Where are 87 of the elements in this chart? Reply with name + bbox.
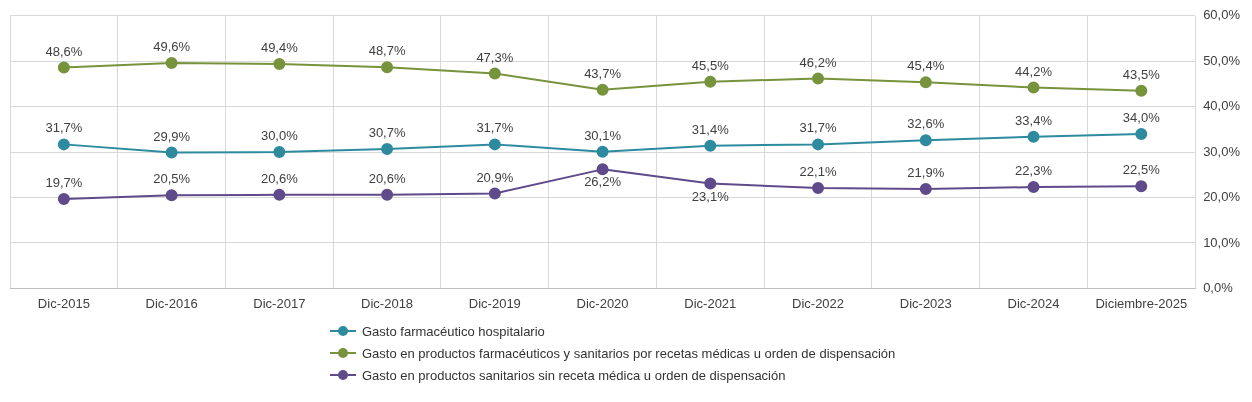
data-label: 49,4% bbox=[260, 40, 299, 56]
x-tick-label: Dic-2016 bbox=[145, 295, 198, 311]
point bbox=[488, 187, 501, 200]
data-label: 20,5% bbox=[153, 171, 191, 187]
data-label: 45,4% bbox=[907, 58, 945, 74]
data-label: 20,6% bbox=[260, 170, 299, 186]
point bbox=[1027, 181, 1040, 194]
data-label: 22,5% bbox=[1122, 162, 1161, 178]
x-tick-label: Dic-2023 bbox=[899, 295, 952, 311]
point bbox=[488, 67, 501, 80]
y-tick-label: 0,0% bbox=[1203, 279, 1234, 295]
data-label: 48,6% bbox=[45, 43, 83, 59]
point bbox=[812, 72, 825, 85]
data-label: 22,3% bbox=[1015, 163, 1053, 179]
point bbox=[596, 145, 609, 158]
point bbox=[919, 76, 932, 89]
point bbox=[273, 146, 286, 159]
point bbox=[165, 189, 178, 202]
point bbox=[165, 57, 178, 70]
y-tick-label: 60,0% bbox=[1203, 7, 1241, 23]
point bbox=[919, 134, 932, 147]
point bbox=[57, 61, 70, 74]
point bbox=[273, 188, 286, 201]
y-tick-label: 20,0% bbox=[1203, 189, 1241, 205]
data-label: 31,7% bbox=[476, 120, 514, 136]
point bbox=[704, 177, 717, 190]
x-tick-label: Diciembre-2025 bbox=[1095, 295, 1188, 311]
point bbox=[381, 188, 394, 201]
point bbox=[596, 163, 609, 176]
y-tick-label: 10,0% bbox=[1203, 234, 1241, 250]
point bbox=[704, 75, 717, 88]
point bbox=[57, 138, 70, 151]
point bbox=[273, 57, 286, 70]
point bbox=[57, 192, 70, 205]
point bbox=[381, 142, 394, 155]
data-label: 21,9% bbox=[907, 164, 945, 180]
data-label: 48,7% bbox=[368, 43, 406, 59]
point bbox=[1135, 180, 1148, 193]
y-tick-label: 30,0% bbox=[1203, 143, 1241, 159]
point bbox=[1135, 127, 1148, 140]
data-label: 20,9% bbox=[476, 169, 514, 185]
point bbox=[488, 138, 501, 151]
point bbox=[812, 138, 825, 151]
point bbox=[919, 182, 932, 195]
data-label: 43,7% bbox=[584, 65, 622, 81]
data-label: 49,6% bbox=[153, 39, 191, 55]
point bbox=[1027, 130, 1040, 143]
data-label: 30,0% bbox=[260, 128, 299, 144]
data-label: 31,7% bbox=[799, 120, 837, 136]
y-tick-label: 50,0% bbox=[1203, 52, 1241, 68]
data-label: 32,6% bbox=[907, 116, 945, 132]
data-label: 31,4% bbox=[691, 121, 730, 137]
y-tick-label: 40,0% bbox=[1203, 98, 1241, 114]
x-tick-label: Dic-2017 bbox=[253, 295, 306, 311]
data-label: 31,7% bbox=[45, 120, 83, 136]
data-label: 46,2% bbox=[799, 54, 837, 70]
data-label: 23,1% bbox=[691, 188, 730, 204]
point bbox=[1135, 84, 1148, 97]
data-label: 45,5% bbox=[691, 57, 730, 73]
x-tick-label: Dic-2021 bbox=[684, 295, 737, 311]
data-label: 30,1% bbox=[584, 127, 622, 143]
data-label: 26,2% bbox=[584, 174, 622, 190]
legend-label: Gasto en productos sanitarios sin receta médica u orden de dispensación bbox=[362, 367, 786, 383]
data-label: 33,4% bbox=[1015, 112, 1053, 128]
x-tick-label: Dic-2024 bbox=[1007, 295, 1060, 311]
x-tick-label: Dic-2022 bbox=[792, 295, 845, 311]
x-tick-label: Dic-2018 bbox=[361, 295, 414, 311]
data-label: 34,0% bbox=[1122, 110, 1161, 125]
x-tick-label: Dic-2015 bbox=[37, 295, 90, 311]
x-tick-label: Dic-2019 bbox=[468, 295, 521, 311]
point bbox=[381, 61, 394, 74]
data-label: 22,1% bbox=[799, 164, 837, 180]
legend-label: Gasto en productos farmacéuticos y sanitarios por recetas médicas u orden de dispensación bbox=[362, 345, 896, 361]
x-tick-label: Dic-2020 bbox=[576, 295, 629, 311]
data-label: 29,9% bbox=[153, 128, 191, 144]
data-label: 30,7% bbox=[368, 125, 406, 140]
point bbox=[165, 146, 178, 159]
data-label: 44,2% bbox=[1015, 63, 1053, 79]
legend-label: Gasto farmacéutico hospitalario bbox=[362, 323, 545, 339]
point bbox=[1027, 81, 1040, 94]
point bbox=[704, 139, 717, 152]
data-label: 20,6% bbox=[368, 170, 406, 186]
data-label: 19,7% bbox=[45, 174, 83, 190]
data-label: 43,5% bbox=[1122, 66, 1161, 82]
point bbox=[596, 83, 609, 96]
data-label: 47,3% bbox=[476, 49, 514, 65]
point bbox=[812, 181, 825, 194]
